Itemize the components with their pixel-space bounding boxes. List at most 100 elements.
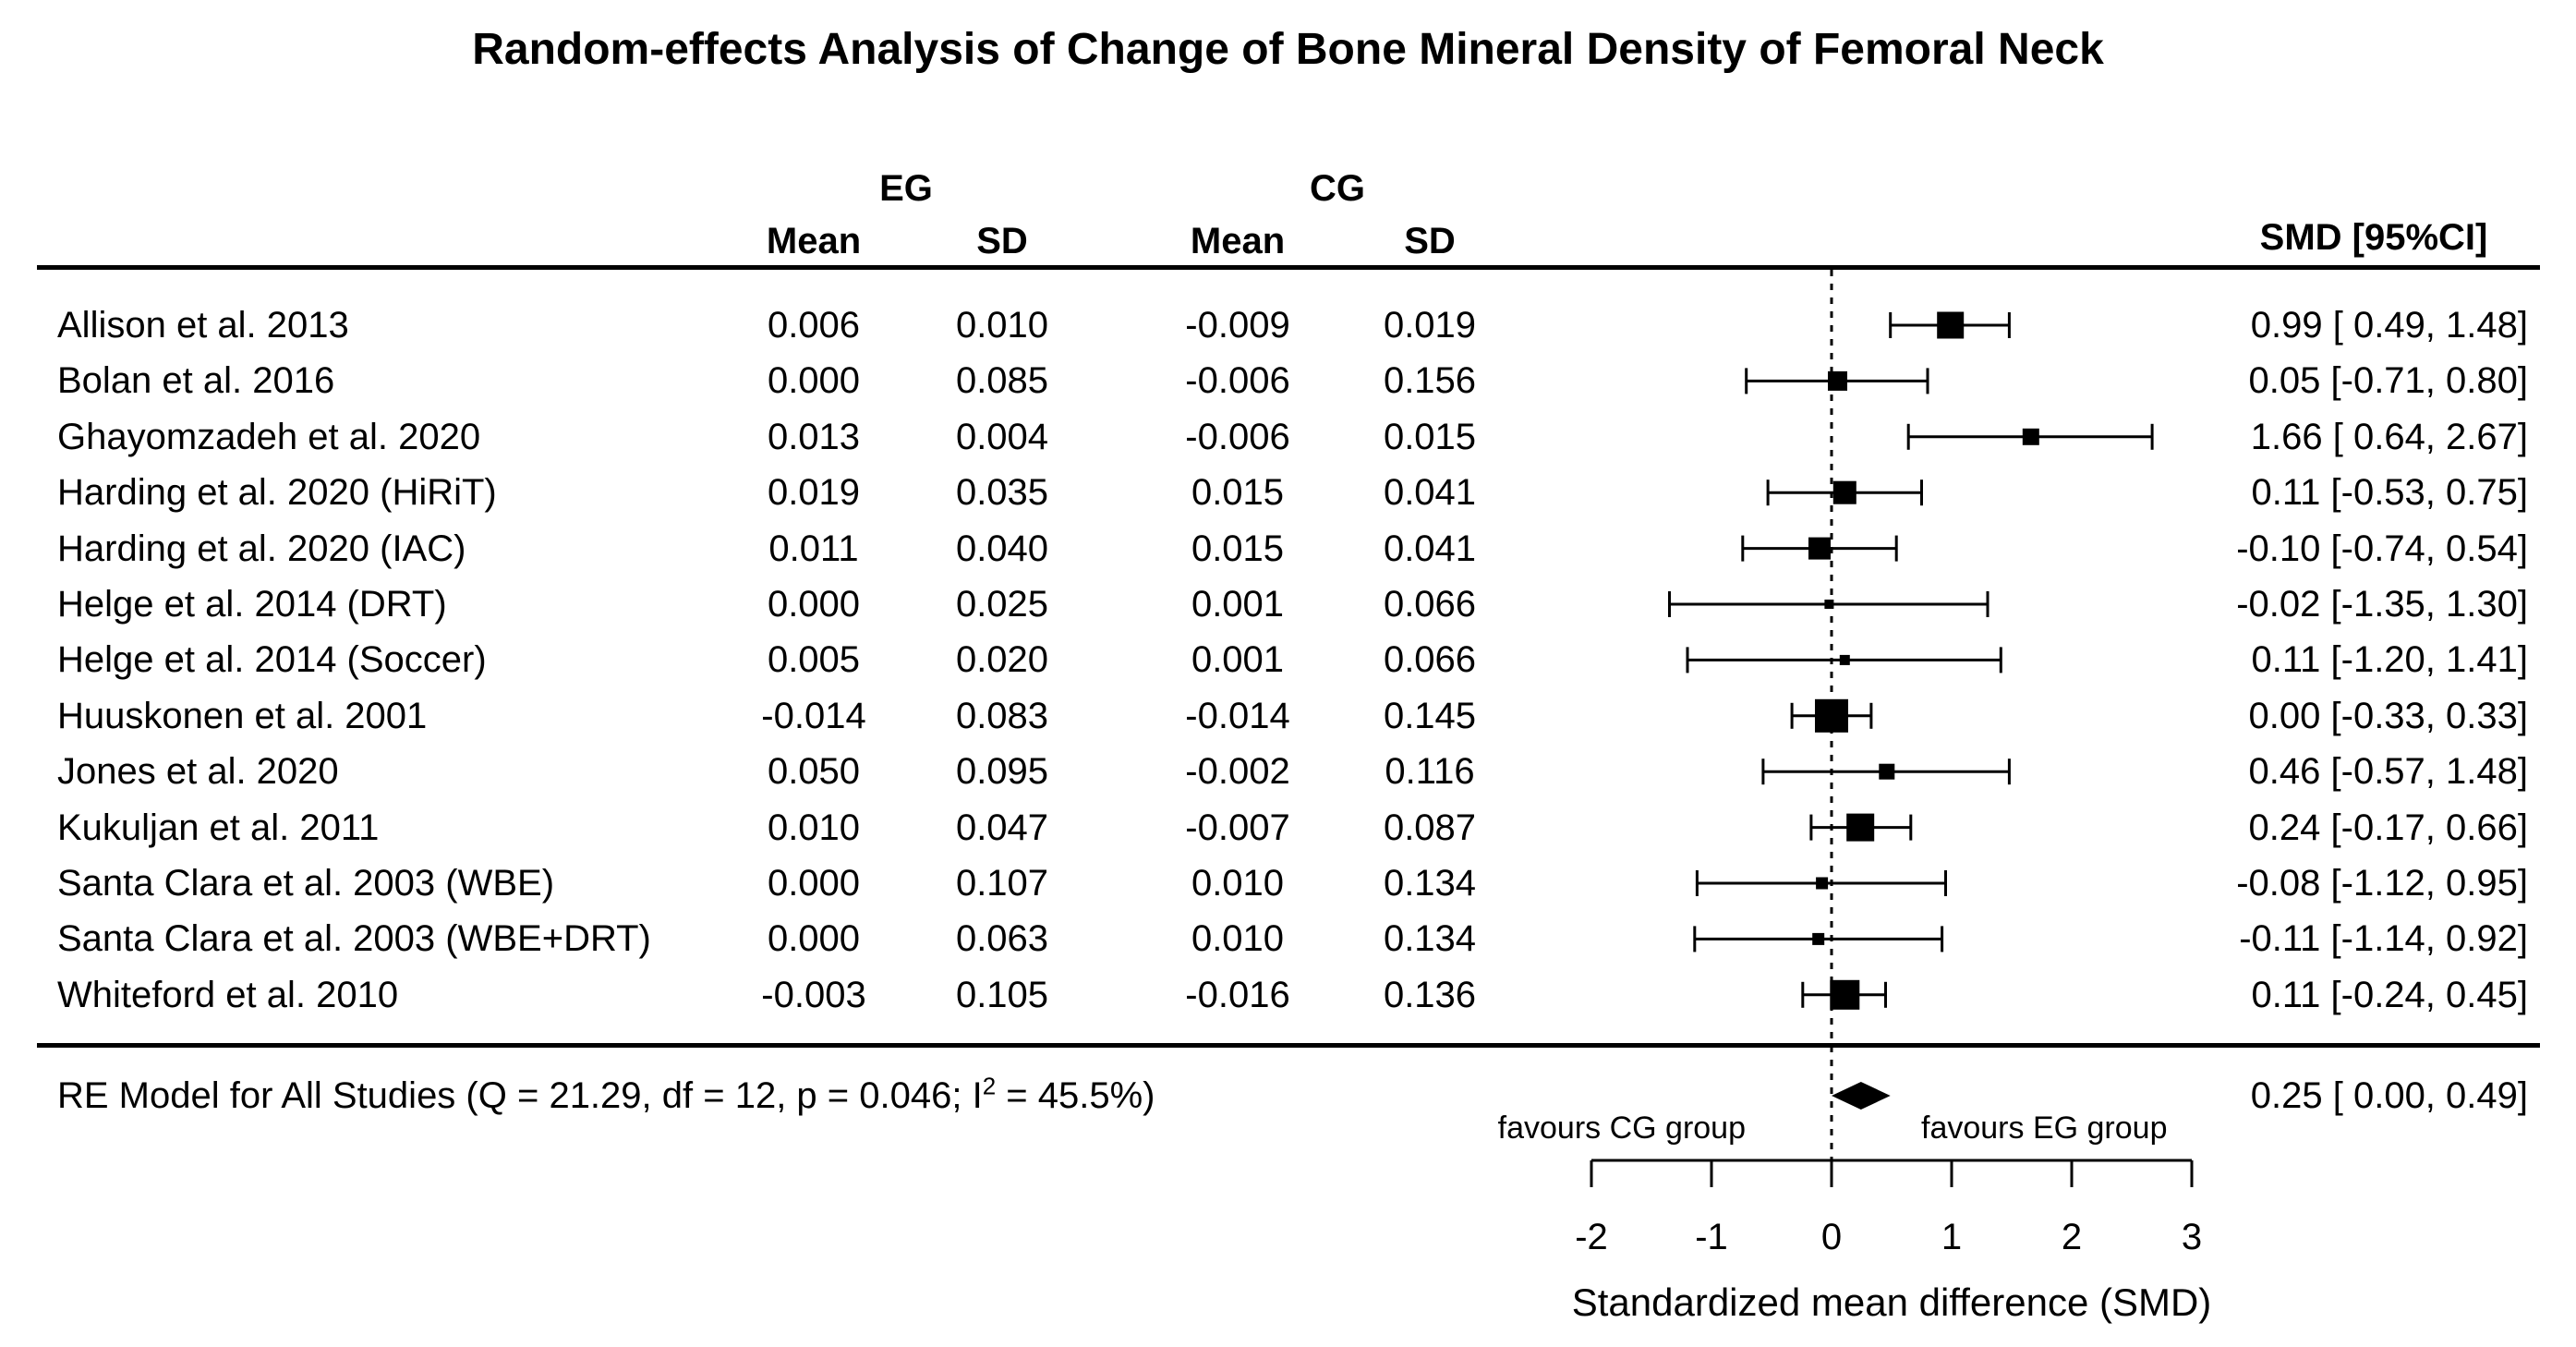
x-tick-label: 1 [1941, 1217, 1962, 1257]
eg-mean-value: 0.000 [767, 584, 861, 625]
cg-sd-value: 0.015 [1383, 416, 1477, 457]
cg-mean-value: -0.002 [1185, 751, 1290, 793]
study-label: Allison et al. 2013 [57, 305, 349, 346]
effect-size-square [1879, 763, 1895, 780]
study-label: Helge et al. 2014 (Soccer) [57, 639, 487, 681]
cg-mean-value: -0.014 [1185, 695, 1290, 736]
smd-ci-value: -0.08 [-1.12, 0.95] [2236, 863, 2528, 904]
summary-smd-value: 0.25 [ 0.00, 0.49] [2250, 1075, 2528, 1116]
eg-mean-value: 0.011 [768, 528, 859, 569]
study-label: Santa Clara et al. 2003 (WBE) [57, 863, 555, 904]
re-model-superscript: 2 [982, 1072, 997, 1100]
cg-sd-value: 0.116 [1385, 751, 1475, 793]
x-tick-label: 0 [1821, 1217, 1842, 1257]
eg-mean-value: 0.010 [767, 807, 861, 848]
study-label: Helge et al. 2014 (DRT) [57, 584, 447, 625]
header-rule [37, 265, 2540, 270]
summary-diamond [1832, 1082, 1891, 1110]
smd-ci-value: 0.24 [-0.17, 0.66] [2248, 807, 2528, 848]
eg-mean-value: 0.000 [767, 360, 861, 402]
cg-sd-value: 0.136 [1383, 974, 1477, 1015]
eg-sd-value: 0.047 [955, 807, 1049, 848]
study-label: Harding et al. 2020 (HiRiT) [57, 472, 497, 514]
re-model-text: RE Model for All Studies (Q = 21.29, df … [57, 1075, 983, 1116]
eg-sd-value: 0.085 [955, 360, 1049, 402]
eg-sd-value: 0.004 [955, 416, 1049, 457]
eg-sd-value: 0.020 [955, 639, 1049, 681]
chart-title: Random-effects Analysis of Change of Bon… [472, 25, 2104, 74]
col-header-cg-mean: Mean [1190, 221, 1286, 261]
study-label: Whiteford et al. 2010 [57, 974, 399, 1015]
x-tick-label: -2 [1575, 1217, 1608, 1257]
eg-mean-value: 0.000 [767, 918, 861, 960]
eg-sd-value: 0.025 [955, 584, 1049, 625]
eg-sd-value: 0.107 [955, 863, 1049, 904]
x-axis-title: Standardized mean difference (SMD) [1571, 1280, 2212, 1324]
effect-size-square [2022, 428, 2039, 445]
cg-mean-value: 0.010 [1191, 918, 1285, 960]
effect-size-square [1830, 979, 1860, 1010]
eg-mean-value: 0.006 [767, 305, 861, 346]
cg-sd-value: 0.066 [1383, 584, 1477, 625]
cg-mean-value: 0.015 [1191, 472, 1285, 514]
cg-sd-value: 0.087 [1383, 807, 1477, 848]
smd-ci-value: 0.11 [-1.20, 1.41] [2251, 639, 2528, 681]
cg-mean-value: -0.006 [1185, 416, 1290, 457]
eg-sd-value: 0.105 [955, 974, 1049, 1015]
effect-size-square [1832, 480, 1856, 504]
smd-ci-value: 0.46 [-0.57, 1.48] [2248, 751, 2528, 793]
favours-cg-label: favours CG group [1497, 1110, 1746, 1146]
cg-mean-value: -0.006 [1185, 360, 1290, 402]
eg-mean-value: 0.050 [767, 751, 861, 793]
eg-sd-value: 0.083 [955, 695, 1049, 736]
cg-sd-value: 0.145 [1383, 695, 1477, 736]
eg-mean-value: 0.005 [767, 639, 861, 681]
cg-sd-value: 0.019 [1383, 305, 1477, 346]
study-label: Bolan et al. 2016 [57, 360, 335, 402]
cg-sd-value: 0.066 [1383, 639, 1477, 681]
col-header-cg-sd: SD [1404, 221, 1456, 261]
cg-sd-value: 0.134 [1383, 918, 1477, 960]
col-header-eg-sd: SD [976, 221, 1028, 261]
eg-mean-value: 0.013 [767, 416, 861, 457]
cg-sd-value: 0.156 [1383, 360, 1477, 402]
smd-ci-value: 0.11 [-0.53, 0.75] [2251, 472, 2528, 514]
cg-mean-value: -0.016 [1185, 974, 1290, 1015]
eg-mean-value: 0.019 [767, 472, 861, 514]
col-header-smd: SMD [95%CI] [2259, 217, 2488, 258]
cg-sd-value: 0.134 [1383, 863, 1477, 904]
effect-size-square [1812, 932, 1825, 945]
smd-ci-value: -0.02 [-1.35, 1.30] [2236, 584, 2528, 625]
cg-sd-value: 0.041 [1383, 528, 1477, 569]
study-label: Harding et al. 2020 (IAC) [57, 528, 466, 569]
study-label: Kukuljan et al. 2011 [57, 807, 380, 848]
eg-sd-value: 0.063 [955, 918, 1049, 960]
study-label: Ghayomzadeh et al. 2020 [57, 416, 481, 457]
effect-size-square [1846, 813, 1875, 842]
effect-size-square [1828, 370, 1847, 391]
eg-mean-value: -0.003 [761, 974, 866, 1015]
col-group-header-eg: EG [879, 168, 933, 209]
col-header-eg-mean: Mean [766, 221, 862, 261]
effect-size-square [1808, 537, 1831, 560]
cg-mean-value: -0.007 [1185, 807, 1290, 848]
study-label: Huuskonen et al. 2001 [57, 695, 428, 736]
effect-size-square [1824, 600, 1834, 609]
cg-mean-value: -0.009 [1185, 305, 1290, 346]
smd-ci-value: -0.11 [-1.14, 0.92] [2239, 918, 2528, 960]
x-tick-label: 3 [2182, 1217, 2202, 1257]
cg-mean-value: 0.010 [1191, 863, 1285, 904]
eg-sd-value: 0.010 [955, 305, 1049, 346]
study-label: Jones et al. 2020 [57, 751, 339, 793]
smd-ci-value: -0.10 [-0.74, 0.54] [2236, 528, 2528, 569]
smd-ci-value: 0.05 [-0.71, 0.80] [2248, 360, 2528, 402]
x-tick-label: 2 [2062, 1217, 2082, 1257]
smd-ci-value: 0.99 [ 0.49, 1.48] [2250, 305, 2528, 346]
eg-mean-value: 0.000 [767, 863, 861, 904]
re-model-text-end: = 45.5%) [996, 1075, 1155, 1116]
cg-sd-value: 0.041 [1383, 472, 1477, 514]
cg-mean-value: 0.015 [1191, 528, 1285, 569]
col-group-header-cg: CG [1310, 168, 1365, 209]
